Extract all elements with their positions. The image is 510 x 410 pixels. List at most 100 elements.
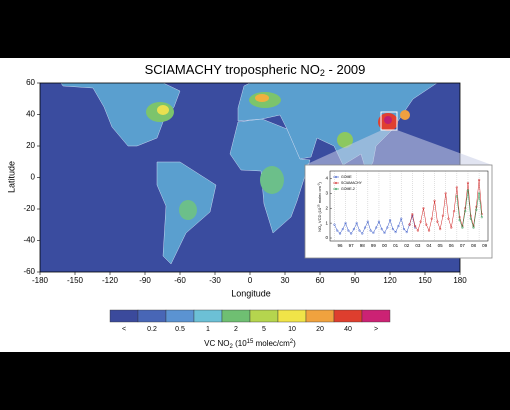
series-point — [380, 227, 383, 231]
colorbar-tick-label: 20 — [316, 326, 324, 333]
series-point — [361, 232, 364, 235]
high-no2 — [146, 92, 410, 220]
series-point — [350, 232, 353, 235]
inset-y-label: NO2 VCD (1015 molec cm-2) — [316, 181, 323, 231]
series-line — [456, 190, 483, 229]
series-point — [414, 225, 417, 228]
inset-y-tick-label: 2 — [325, 205, 328, 210]
colorbar-tick-label: < — [122, 326, 126, 333]
inset-x-tick-label: 98 — [360, 243, 366, 248]
series-point — [466, 181, 470, 185]
series-point — [444, 192, 447, 195]
inset-x-tick-label: 96 — [338, 243, 344, 248]
series-point — [347, 229, 350, 232]
series-point — [386, 226, 389, 229]
colorbar-swatch — [221, 309, 251, 323]
legend-marker — [334, 175, 338, 179]
colorbar-swatch — [305, 309, 335, 323]
x-tick-label: 150 — [418, 276, 432, 285]
colorbar-tick-label: 0.5 — [175, 326, 185, 333]
series-point — [480, 216, 483, 219]
y-tick-label: 20 — [26, 141, 35, 150]
y-tick-label: 60 — [26, 78, 35, 87]
legend-marker — [334, 181, 338, 185]
y-tick-label: 40 — [26, 110, 35, 119]
inset-plot-frame — [329, 170, 489, 242]
colorbar-tick-label: 1 — [206, 326, 210, 333]
colorbar-tick-label: 5 — [262, 326, 266, 333]
colorbar-tick-label: 10 — [288, 326, 296, 333]
inset-y-tick-label: 3 — [325, 191, 328, 196]
series-point — [450, 226, 453, 229]
y-tick-label: -60 — [23, 267, 35, 276]
inset-y-tick-label: 4 — [325, 176, 328, 181]
inset-x-tick-label: 07 — [460, 243, 466, 248]
inset-y-tick-label: 0 — [325, 235, 328, 240]
x-tick-label: 90 — [351, 276, 360, 285]
series-point — [411, 213, 414, 216]
series-point — [464, 210, 467, 213]
series-point — [366, 220, 369, 223]
series-point — [400, 217, 403, 220]
inset-x-tick-label: 99 — [371, 243, 377, 248]
series-point — [475, 208, 478, 211]
zoom-box — [380, 111, 398, 131]
inset-x-tick-label: 08 — [471, 243, 477, 248]
series-point — [455, 195, 458, 198]
series-point — [338, 232, 342, 235]
series-point — [464, 207, 467, 210]
series-point — [408, 223, 411, 226]
inset-x-tick-label: 05 — [438, 243, 444, 248]
colorbar-swatch — [193, 309, 223, 323]
series-point — [358, 229, 361, 232]
series-point — [461, 226, 464, 229]
zoom-connector — [305, 130, 492, 165]
series-point — [402, 227, 406, 231]
inset-x-tick-label: 00 — [382, 243, 388, 248]
series-point — [472, 226, 475, 229]
map-title: SCIAMACHY tropospheric NO2 - 2009 — [145, 62, 366, 78]
series-point — [336, 229, 339, 232]
inset — [304, 164, 493, 259]
legend-marker — [334, 187, 338, 191]
inset-x-tick-label: 97 — [349, 243, 355, 248]
x-tick-label: 30 — [281, 276, 290, 285]
colorbar-tick-label: 40 — [344, 326, 352, 333]
x-tick-label: -150 — [67, 276, 84, 285]
series-point — [422, 207, 425, 210]
series-point — [405, 230, 408, 234]
legend-label: GOME-2 — [341, 187, 355, 191]
series-point — [466, 189, 470, 192]
series-point — [372, 231, 375, 234]
y-tick-label: -40 — [23, 236, 35, 245]
series-point — [441, 214, 445, 217]
series-point — [439, 227, 442, 231]
x-tick-label: -180 — [32, 276, 49, 285]
colorbar-swatch — [137, 309, 167, 323]
series-point — [477, 178, 481, 182]
series-point — [427, 229, 431, 232]
series-point — [375, 226, 378, 229]
series-point — [355, 222, 358, 225]
x-tick-label: -120 — [102, 276, 119, 285]
series-point — [416, 229, 420, 232]
y-tick-label: 0 — [31, 173, 36, 182]
inset-x-tick-label: 03 — [415, 243, 421, 248]
series-point — [352, 227, 356, 231]
series-line — [409, 179, 483, 232]
colorbar-swatch — [333, 309, 363, 323]
inset-y-tick-label: 1 — [325, 220, 328, 225]
x-tick-label: -30 — [209, 276, 221, 285]
x-tick-label: 0 — [248, 276, 253, 285]
inset-x-tick-label: 02 — [404, 243, 410, 248]
series-point — [419, 220, 422, 223]
series-point — [452, 210, 456, 213]
colorbar-swatch — [277, 309, 307, 323]
colorbar-tick-label: 0.2 — [147, 326, 157, 333]
series-point — [475, 205, 478, 208]
colorbar-tick-label: 2 — [234, 326, 238, 333]
series-point — [341, 227, 344, 231]
x-tick-label: 120 — [383, 276, 397, 285]
series-point — [394, 230, 397, 234]
